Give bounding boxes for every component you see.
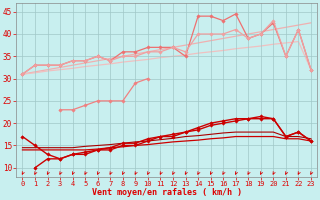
X-axis label: Vent moyen/en rafales ( km/h ): Vent moyen/en rafales ( km/h ) (92, 188, 242, 197)
